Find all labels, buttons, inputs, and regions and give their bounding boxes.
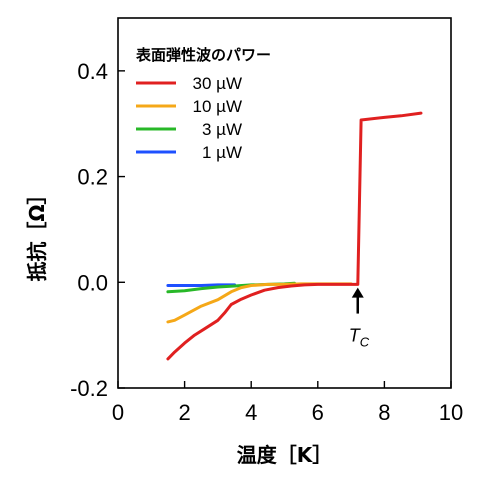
- y-axis-label: 抵抗［Ω］: [25, 184, 49, 281]
- x-tick-label: 6: [312, 400, 324, 425]
- x-tick-label: 2: [178, 400, 190, 425]
- tc-label: TC: [349, 326, 370, 350]
- legend-title: 表面弾性波のパワー: [136, 46, 271, 64]
- x-axis-label: 温度［K］: [237, 443, 333, 467]
- series-line-0: [166, 111, 423, 361]
- x-tick-label: 10: [439, 400, 463, 425]
- y-tick-label: 0.2: [77, 165, 108, 190]
- legend-label-3: 1 µW: [202, 143, 242, 162]
- legend-label-1: 10 µW: [193, 97, 242, 116]
- plot-frame: [117, 17, 452, 389]
- y-tick-label: 0.4: [77, 59, 108, 84]
- x-tick-label: 4: [245, 400, 257, 425]
- tc-label-main: T: [349, 326, 362, 346]
- legend-label-2: 3 µW: [202, 120, 242, 139]
- y-tick-label: 0.0: [77, 270, 108, 295]
- x-tick-label: 8: [378, 400, 390, 425]
- tc-arrow-head: [351, 287, 364, 298]
- legend-label-0: 30 µW: [193, 74, 242, 93]
- series-line-3: [166, 283, 237, 287]
- y-tick-label: -0.2: [70, 376, 108, 401]
- x-tick-label: 0: [112, 400, 124, 425]
- tc-label-sub: C: [360, 335, 370, 350]
